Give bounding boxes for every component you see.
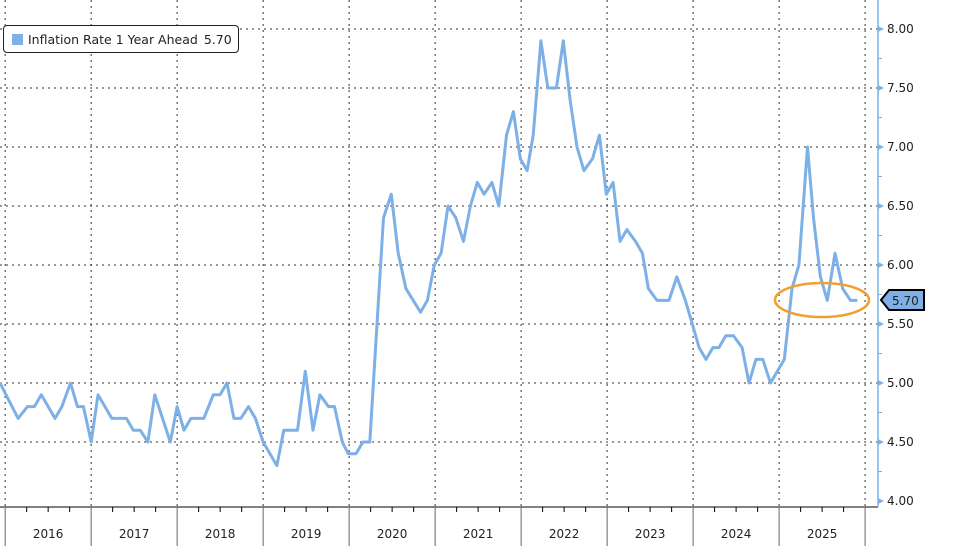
y-tick-mark <box>878 321 884 327</box>
y-tick-label: 6.50 <box>887 199 914 213</box>
y-axis: 4.00 4.50 5.00 5.50 6.00 6.50 7.00 7.50 8.00 <box>877 0 914 508</box>
y-tick-label: 4.50 <box>887 435 914 449</box>
y-tick-label: 4.00 <box>887 494 914 508</box>
y-tick-mark <box>878 85 884 91</box>
y-tick-label: 5.50 <box>887 317 914 331</box>
gridlines <box>0 0 878 507</box>
x-tick-label: 2021 <box>463 527 494 541</box>
last-value-label: 5.70 <box>892 294 919 308</box>
x-axis: 2016 2017 2018 2019 2020 2021 2022 2023 2024 2025 <box>0 506 878 546</box>
legend: Inflation Rate 1 Year Ahead 5.70 <box>3 25 239 53</box>
x-tick-label: 2019 <box>291 527 322 541</box>
x-tick-label: 2023 <box>635 527 666 541</box>
y-tick-label: 6.00 <box>887 258 914 272</box>
x-tick-label: 2018 <box>205 527 236 541</box>
y-tick-mark <box>878 26 884 32</box>
series-line-inflation-rate <box>0 39 858 468</box>
y-tick-mark <box>878 498 884 504</box>
x-tick-label: 2016 <box>33 527 64 541</box>
y-tick-label: 7.00 <box>887 140 914 154</box>
y-tick-label: 5.00 <box>887 376 914 390</box>
x-tick-label: 2024 <box>721 527 752 541</box>
y-tick-mark <box>878 144 884 150</box>
last-value-tag: 5.70 <box>879 289 925 311</box>
y-tick-mark <box>878 380 884 386</box>
x-tick-label: 2020 <box>377 527 408 541</box>
x-tick-label: 2017 <box>119 527 150 541</box>
x-tick-label: 2025 <box>807 527 838 541</box>
y-tick-mark <box>878 439 884 445</box>
y-tick-label: 8.00 <box>887 22 914 36</box>
legend-label: Inflation Rate 1 Year Ahead <box>28 31 198 47</box>
y-tick-mark <box>878 203 884 209</box>
x-tick-label: 2022 <box>549 527 580 541</box>
legend-value: 5.70 <box>203 31 232 47</box>
legend-swatch <box>12 33 23 45</box>
y-tick-mark <box>878 262 884 268</box>
y-tick-label: 7.50 <box>887 81 914 95</box>
highlight-ellipse <box>773 281 871 319</box>
